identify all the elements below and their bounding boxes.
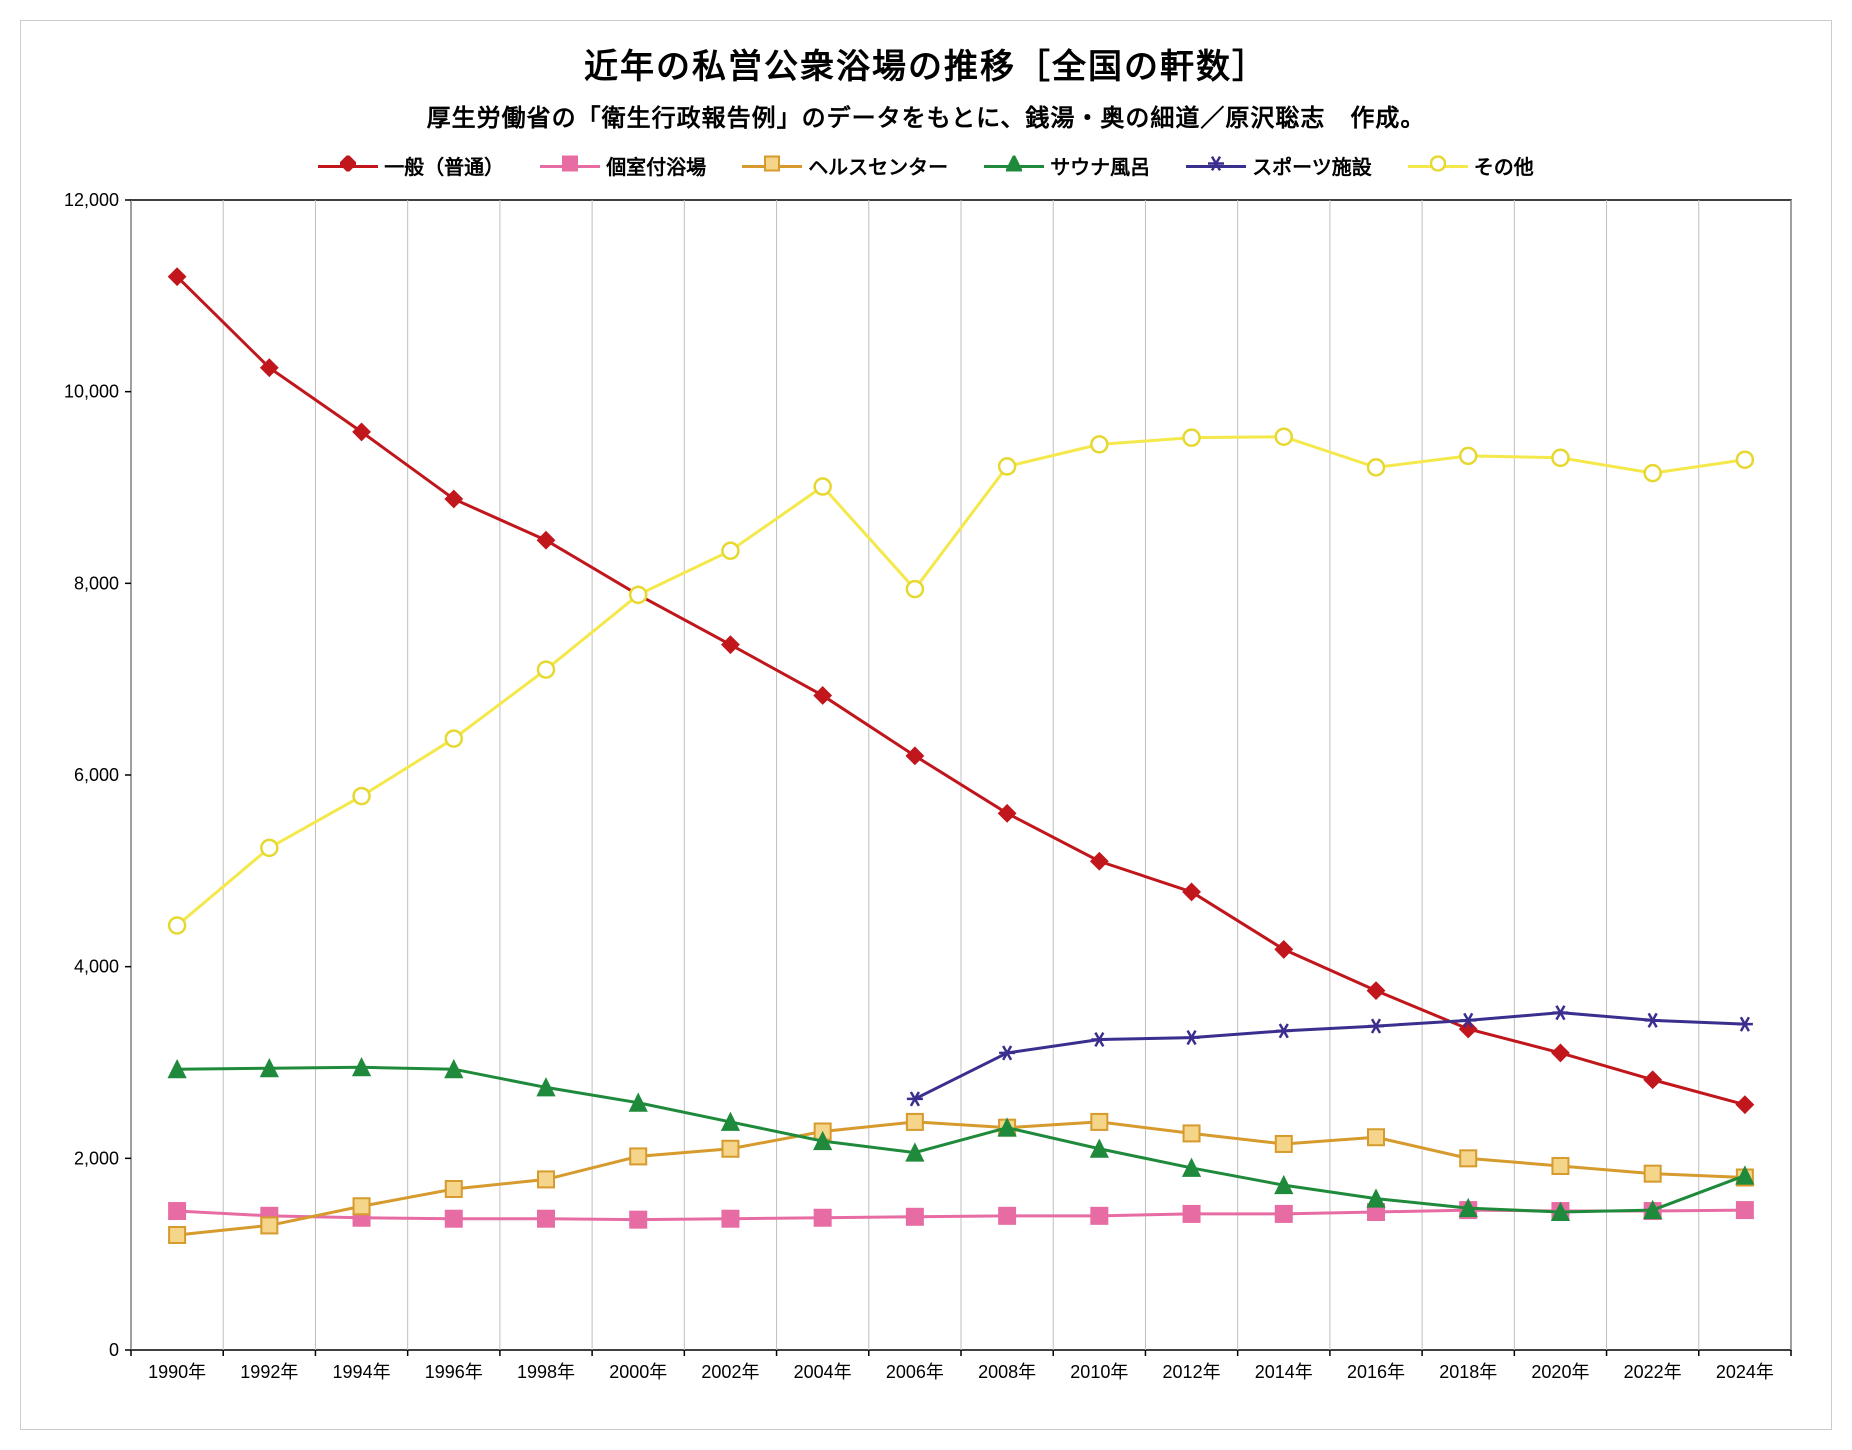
- legend-item-private_room: 個室付浴場: [540, 151, 706, 180]
- svg-text:8,000: 8,000: [74, 573, 119, 593]
- legend-label: サウナ風呂: [1050, 151, 1150, 180]
- chart-container: 近年の私営公衆浴場の推移［全国の軒数］ 厚生労働省の「衛生行政報告例」のデータを…: [0, 0, 1852, 1450]
- svg-text:0: 0: [109, 1340, 119, 1360]
- svg-text:2,000: 2,000: [74, 1148, 119, 1168]
- chart-frame: 近年の私営公衆浴場の推移［全国の軒数］ 厚生労働省の「衛生行政報告例」のデータを…: [20, 20, 1832, 1430]
- legend-swatch-icon: [742, 156, 802, 176]
- legend-swatch-icon: [984, 156, 1044, 176]
- svg-text:2006年: 2006年: [886, 1362, 944, 1382]
- svg-text:2002年: 2002年: [701, 1362, 759, 1382]
- svg-text:2010年: 2010年: [1070, 1362, 1128, 1382]
- svg-text:2022年: 2022年: [1624, 1362, 1682, 1382]
- legend-label: その他: [1474, 151, 1534, 180]
- svg-text:1992年: 1992年: [240, 1362, 298, 1382]
- svg-text:6,000: 6,000: [74, 765, 119, 785]
- svg-text:2018年: 2018年: [1439, 1362, 1497, 1382]
- legend-item-other: その他: [1408, 151, 1534, 180]
- svg-text:4,000: 4,000: [74, 957, 119, 977]
- legend-swatch-icon: [540, 156, 600, 176]
- svg-text:10,000: 10,000: [64, 382, 119, 402]
- svg-text:1990年: 1990年: [148, 1362, 206, 1382]
- svg-text:2020年: 2020年: [1531, 1362, 1589, 1382]
- legend-item-general: 一般（普通）: [318, 151, 504, 180]
- legend-swatch-icon: [1186, 156, 1246, 176]
- legend-item-sports: スポーツ施設: [1186, 151, 1372, 180]
- svg-text:2024年: 2024年: [1716, 1362, 1774, 1382]
- legend: 一般（普通） 個室付浴場 ヘルスセンター サウナ風呂 スポーツ施設 その他: [21, 151, 1831, 180]
- chart-title: 近年の私営公衆浴場の推移［全国の軒数］: [21, 39, 1831, 88]
- svg-text:2004年: 2004年: [794, 1362, 852, 1382]
- svg-text:2016年: 2016年: [1347, 1362, 1405, 1382]
- legend-item-health_center: ヘルスセンター: [742, 151, 948, 180]
- legend-label: 個室付浴場: [606, 151, 706, 180]
- svg-text:2000年: 2000年: [609, 1362, 667, 1382]
- svg-text:2012年: 2012年: [1163, 1362, 1221, 1382]
- svg-text:1998年: 1998年: [517, 1362, 575, 1382]
- legend-swatch-icon: [318, 156, 378, 176]
- chart-subtitle: 厚生労働省の「衛生行政報告例」のデータをもとに、銭湯・奥の細道／原沢聡志 作成。: [21, 98, 1831, 133]
- legend-swatch-icon: [1408, 156, 1468, 176]
- legend-item-sauna: サウナ風呂: [984, 151, 1150, 180]
- svg-text:2014年: 2014年: [1255, 1362, 1313, 1382]
- svg-text:1994年: 1994年: [333, 1362, 391, 1382]
- legend-label: 一般（普通）: [384, 151, 504, 180]
- svg-text:1996年: 1996年: [425, 1362, 483, 1382]
- chart-plot: 0 2,000 4,000 6,000 8,000 10,000 12,000 1990年 19…: [21, 180, 1821, 1410]
- svg-text:12,000: 12,000: [64, 190, 119, 210]
- legend-label: ヘルスセンター: [808, 151, 948, 180]
- svg-text:2008年: 2008年: [978, 1362, 1036, 1382]
- legend-label: スポーツ施設: [1252, 151, 1372, 180]
